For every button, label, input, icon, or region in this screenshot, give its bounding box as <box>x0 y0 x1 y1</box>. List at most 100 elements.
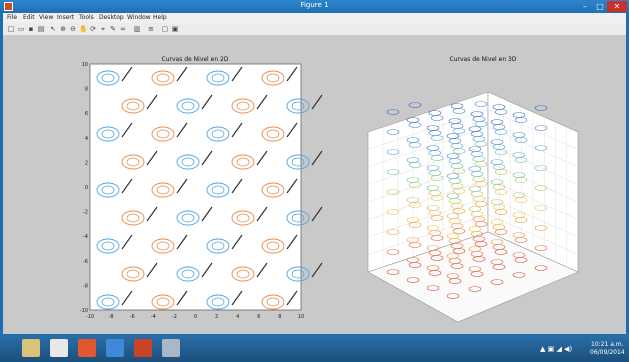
contour-ring-3d <box>406 277 420 283</box>
contour-ring-3d <box>386 169 400 175</box>
contour-ring-3d <box>406 117 420 123</box>
contour-ring-3d <box>490 239 504 245</box>
contour-ring <box>176 154 200 170</box>
contour-lines-3d <box>386 101 548 299</box>
contour-label-stroke <box>121 66 133 82</box>
x-tick-label: -4 <box>151 314 156 320</box>
menu-edit[interactable]: Edit <box>23 14 35 21</box>
menu-help[interactable]: Help <box>153 14 167 21</box>
file-explorer-icon[interactable] <box>22 339 40 357</box>
maximize-button[interactable]: □ <box>596 2 604 11</box>
contour-ring-3d <box>428 110 442 116</box>
contour-ring-3d <box>446 133 460 139</box>
menu-file[interactable]: File <box>7 14 18 21</box>
new-figure-icon[interactable]: □ <box>7 25 15 33</box>
legend-icon[interactable]: ≡ <box>148 25 154 33</box>
system-tray-icons[interactable]: ▲ ▣ ◢ ◀) <box>540 345 573 353</box>
hide-tools-icon[interactable]: ▢ <box>161 25 169 33</box>
contour-ring <box>121 98 145 114</box>
x-tick-label: -10 <box>86 314 94 320</box>
brush-icon[interactable]: ✎ <box>110 25 116 33</box>
contour-ring-3d <box>446 193 460 199</box>
app-taskbar-icon[interactable] <box>50 339 68 357</box>
contour-2d-axes[interactable]: -10 -8 -6 -4 -2 0 2 4 6 8 10 -10 -8 -6 -4 -2 0 2 4 6 8 10 <box>73 58 323 338</box>
contour-ring <box>206 238 230 254</box>
contour-ring <box>211 185 225 195</box>
save-icon[interactable]: ▪ <box>28 25 34 33</box>
contour-ring <box>261 70 285 86</box>
contour-3d-axes[interactable] <box>338 62 598 330</box>
contour-ring-3d <box>386 249 400 255</box>
contour-label-stroke <box>146 262 158 278</box>
contour-ring <box>176 266 200 282</box>
contour-ring <box>206 182 230 198</box>
show-tools-icon[interactable]: ▣ <box>171 25 179 33</box>
figure-taskbar-icon[interactable] <box>162 339 180 357</box>
contour-label-stroke <box>256 262 268 278</box>
colorbar-icon[interactable]: ▥ <box>133 25 141 33</box>
contour-ring <box>236 101 250 111</box>
x-tick-label: -2 <box>172 314 177 320</box>
zoom-out-icon[interactable]: ⊖ <box>70 25 76 33</box>
contour-label-stroke <box>201 206 213 222</box>
contour-ring <box>291 157 305 167</box>
contour-ring <box>156 73 170 83</box>
contour-ring-3d <box>468 126 482 132</box>
title-bar[interactable]: Figure 1 – □ ✕ <box>0 0 629 13</box>
contour-label-stroke <box>121 178 133 194</box>
contour-ring <box>96 294 120 310</box>
open-file-icon[interactable]: ▭ <box>17 25 25 33</box>
matlab-figure-icon[interactable] <box>4 2 13 11</box>
link-icon[interactable]: ∞ <box>120 25 126 33</box>
zoom-in-icon[interactable]: ⊕ <box>60 25 66 33</box>
grid-line <box>367 179 489 220</box>
contour-ring-3d <box>534 165 548 171</box>
contour-ring <box>126 157 140 167</box>
pointer-icon[interactable]: ↖ <box>50 25 56 33</box>
contour-ring <box>181 213 195 223</box>
data-cursor-icon[interactable]: ⌖ <box>101 25 105 33</box>
contour-ring <box>101 129 115 139</box>
contour-ring <box>101 73 115 83</box>
contour-ring-3d <box>512 232 526 238</box>
contour-ring <box>181 269 195 279</box>
menu-view[interactable]: View <box>39 14 54 21</box>
contour-ring-3d <box>406 157 420 163</box>
browser-taskbar-icon[interactable] <box>78 339 96 357</box>
taskbar-clock[interactable]: 10:21 a.m. 06/09/2014 <box>590 341 625 357</box>
print-icon[interactable]: ▤ <box>37 25 45 33</box>
contour-label-stroke <box>201 262 213 278</box>
contour-ring-3d <box>386 209 400 215</box>
matlab-taskbar-icon[interactable] <box>134 339 152 357</box>
contour-ring <box>211 129 225 139</box>
close-button[interactable]: ✕ <box>607 1 627 12</box>
contour-ring <box>156 129 170 139</box>
contour-ring <box>231 210 255 226</box>
menu-insert[interactable]: Insert <box>57 14 75 21</box>
menu-desktop[interactable]: Desktop <box>99 14 124 21</box>
contour-ring-3d <box>534 205 548 211</box>
x-tick-label: 0 <box>194 314 197 320</box>
minimize-button[interactable]: – <box>583 2 587 11</box>
contour-ring-3d <box>490 259 504 265</box>
pan-icon[interactable]: ✋ <box>79 25 88 33</box>
contour-label-stroke <box>231 66 243 82</box>
contour-ring-3d <box>446 233 460 239</box>
contour-label-stroke <box>201 94 213 110</box>
contour-ring <box>286 266 310 282</box>
menu-tools[interactable]: Tools <box>79 14 94 21</box>
contour-ring <box>96 238 120 254</box>
contour-label-stroke <box>286 66 298 82</box>
contour-ring <box>231 154 255 170</box>
media-taskbar-icon[interactable] <box>106 339 124 357</box>
rotate-icon[interactable]: ⟳ <box>90 25 96 33</box>
menu-window[interactable]: Window <box>127 14 151 21</box>
contour-ring-3d <box>406 217 420 223</box>
window-title: Figure 1 <box>300 1 329 9</box>
y-tick-label: -6 <box>83 259 88 265</box>
x-tick-label: 10 <box>298 314 304 320</box>
contour-ring-3d <box>406 237 420 243</box>
y-tick-label: -2 <box>83 210 88 216</box>
contour-ring-3d <box>386 189 400 195</box>
contour-ring <box>96 126 120 142</box>
